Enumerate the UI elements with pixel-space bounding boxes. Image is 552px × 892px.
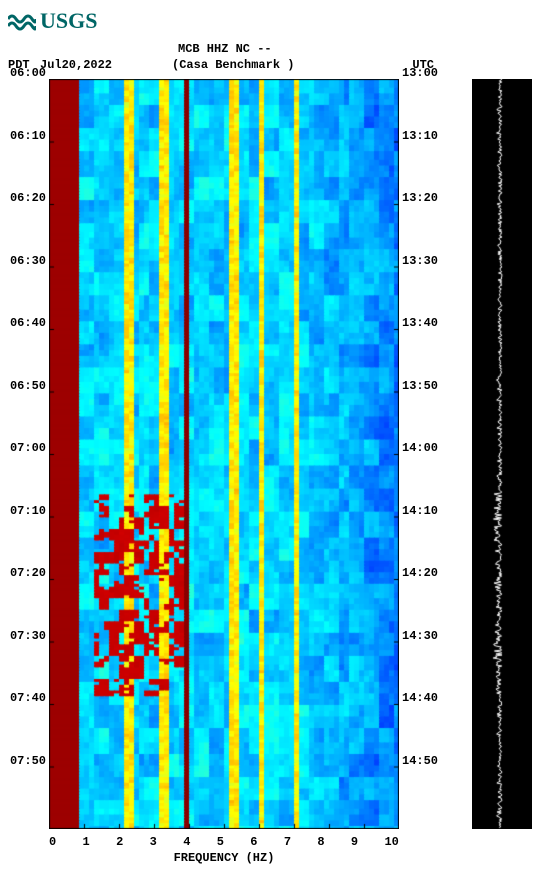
y-axis-right: 13:0013:1013:2013:3013:4013:5014:0014:10…	[399, 79, 442, 829]
plot-header: MCB HHZ NC -- PDT Jul20,2022 (Casa Bench…	[8, 42, 544, 73]
logo-text: USGS	[40, 8, 97, 34]
usgs-logo: USGS	[8, 8, 544, 34]
station-id: MCB HHZ NC --	[178, 42, 272, 58]
x-axis-ticks: 012345678910	[49, 835, 399, 849]
spectrogram-canvas	[49, 79, 399, 829]
location: (Casa Benchmark )	[172, 58, 294, 74]
waveform-panel	[472, 79, 532, 833]
waveform-canvas	[472, 79, 532, 829]
x-axis-label: FREQUENCY (HZ)	[49, 851, 399, 865]
plot-row: 06:0006:1006:2006:3006:4006:5007:0007:10…	[8, 79, 544, 833]
wave-icon	[8, 11, 36, 31]
date: Jul20,2022	[40, 58, 112, 74]
y-axis-left: 06:0006:1006:2006:3006:4006:5007:0007:10…	[8, 79, 49, 829]
spectrogram-panel	[49, 79, 399, 833]
